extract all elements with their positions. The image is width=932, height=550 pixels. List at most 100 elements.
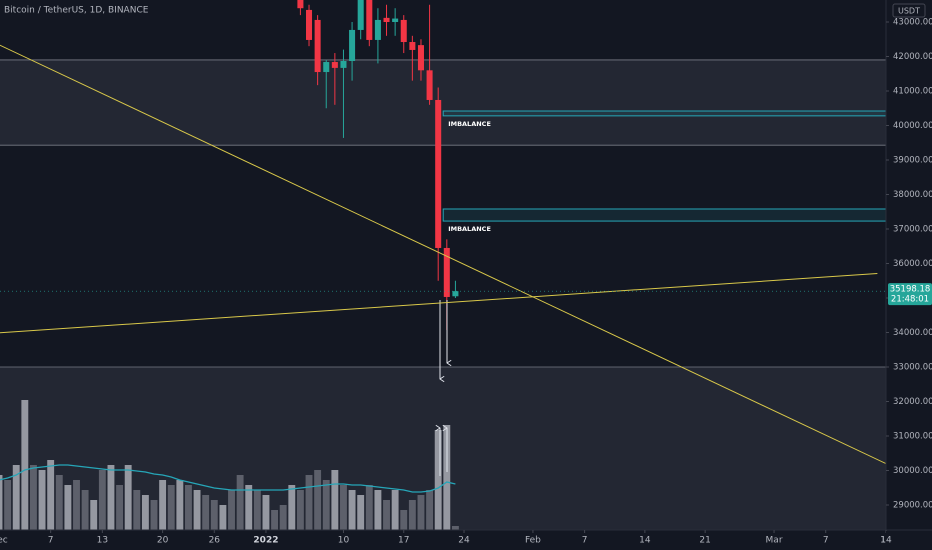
volume-bar: [116, 485, 124, 530]
volume-bar: [55, 475, 63, 530]
volume-bar: [30, 465, 37, 530]
y-tick-label: 34000.00: [893, 328, 932, 338]
candle-body: [340, 60, 347, 68]
price-tag-label: 35198.18: [890, 285, 931, 295]
volume-bar: [12, 465, 20, 530]
y-tick-label: 40000.00: [893, 121, 932, 131]
candle-body: [349, 29, 356, 61]
volume-bar: [159, 480, 167, 530]
x-tick-label: 26: [209, 536, 221, 546]
y-tick-label: 33000.00: [893, 362, 932, 372]
volume-bar: [73, 480, 80, 530]
volume-bar: [81, 490, 89, 530]
volume-bar: [133, 490, 141, 530]
volume-bar: [434, 430, 442, 530]
candle-body: [443, 247, 450, 297]
candle-body: [297, 0, 304, 9]
candle-body: [331, 62, 338, 68]
x-tick-label: 13: [97, 536, 108, 546]
volume-bar: [443, 425, 451, 530]
price-tag-countdown: 21:48:01: [891, 295, 929, 305]
volume-bar: [451, 526, 459, 530]
volume-bar: [340, 485, 347, 530]
volume-bar: [391, 490, 399, 530]
currency-box: [892, 3, 926, 18]
volume-bar: [262, 495, 270, 530]
y-tick-label: 31000.00: [893, 431, 932, 441]
volume-bar: [296, 490, 304, 530]
candle-body: [374, 19, 381, 40]
x-tick-label: 20: [157, 536, 169, 546]
volume-bar: [305, 475, 313, 530]
y-tick-label: 38000.00: [893, 190, 932, 200]
volume-bar: [124, 465, 132, 530]
candle-body: [426, 70, 433, 100]
volume-bar: [193, 490, 201, 530]
volume-bar: [64, 485, 72, 530]
volume-bar: [408, 500, 416, 530]
volume-bar: [288, 485, 296, 530]
y-tick-label: 41000.00: [893, 87, 932, 97]
trendline: [0, 273, 878, 334]
overlay: [0, 44, 930, 485]
x-tick-label: 7: [823, 536, 829, 546]
y-tick-label: 43000.00: [893, 18, 932, 28]
volume-bar: [21, 400, 29, 530]
imbalance-label: IMBALANCE: [448, 225, 491, 233]
volume-bar: [357, 495, 365, 530]
price-tag: [888, 283, 932, 306]
volume-bar: [365, 485, 373, 530]
candle-body: [400, 19, 407, 43]
volume-bar: [202, 495, 210, 530]
volume-bar: [210, 500, 218, 530]
volume-bar: [167, 485, 175, 530]
candle-body: [452, 291, 459, 297]
x-tick-label: 21: [699, 536, 710, 546]
volume-bar: [47, 460, 55, 530]
volume-bar: [417, 495, 425, 530]
zone: [0, 59, 886, 146]
x-tick-label: 7: [582, 536, 588, 546]
imbalance-label: IMBALANCE: [448, 120, 491, 128]
candle-body: [357, 0, 364, 30]
volume-bar: [236, 475, 244, 530]
volume-bar: [219, 505, 227, 530]
volume-bar: [314, 470, 322, 530]
y-tick-label: 36000.00: [893, 259, 932, 269]
price-axis: [886, 0, 932, 550]
imbalance-box: [442, 110, 886, 117]
y-tick-label: 39000.00: [893, 156, 932, 166]
x-tick-label: Dec: [0, 536, 8, 546]
volume-bar: [253, 490, 261, 530]
volume-bar: [107, 465, 115, 530]
volume-bar: [150, 500, 158, 530]
x-tick-label: 7: [48, 536, 54, 546]
volume-bar: [4, 480, 12, 530]
volume-bar: [322, 480, 330, 530]
volume-bar: [38, 470, 46, 530]
axis-corner: [886, 531, 932, 550]
x-tick-label: Feb: [525, 536, 541, 546]
volume-bar: [90, 500, 98, 530]
volume-bar: [185, 485, 192, 530]
volume-bar: [98, 470, 106, 530]
y-tick-label: 32000.00: [893, 397, 932, 407]
candle-body: [366, 0, 373, 40]
x-tick-label: 17: [398, 536, 409, 546]
y-tick-label: 42000.00: [893, 52, 932, 62]
x-tick-label: 24: [458, 536, 470, 546]
volume-bar: [245, 485, 253, 530]
x-tick-label: 10: [338, 536, 350, 546]
axes: 29000.00 30000.00 31000.00 32000.00 33000.00…: [0, 18, 932, 546]
volume-ma: [0, 464, 456, 493]
candle-body: [314, 19, 321, 73]
candle-body: [306, 9, 313, 40]
chart-title: Bitcoin / TetherUS, 1D, BINANCE: [4, 6, 149, 16]
volume-bar: [374, 490, 382, 530]
volume-bar: [400, 510, 408, 530]
y-tick-label: 37000.00: [893, 225, 932, 235]
x-tick-label: 2022: [253, 536, 278, 546]
volume-bar: [383, 500, 390, 530]
y-tick-label: 29000.00: [893, 500, 932, 510]
